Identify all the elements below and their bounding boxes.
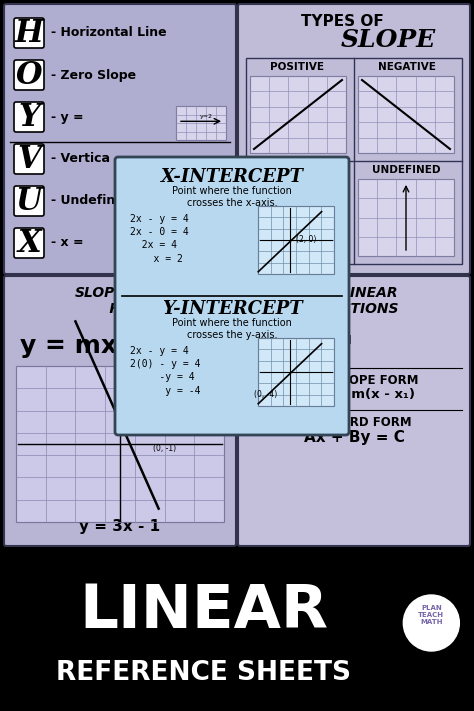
- Text: U: U: [16, 186, 42, 217]
- Text: X-INTERCEPT: X-INTERCEPT: [161, 168, 303, 186]
- FancyBboxPatch shape: [14, 60, 44, 90]
- Text: y=2: y=2: [200, 114, 212, 119]
- Bar: [358, 179, 454, 256]
- Text: = mx + b: = mx + b: [250, 348, 321, 362]
- Bar: [246, 58, 462, 264]
- Bar: [258, 206, 334, 274]
- Text: POSITIVE: POSITIVE: [270, 62, 324, 72]
- Text: LINEAR: LINEAR: [79, 582, 328, 641]
- Text: (0, -4): (0, -4): [255, 390, 278, 399]
- Text: NEGATIVE: NEGATIVE: [377, 62, 436, 72]
- Bar: [0, 551, 474, 711]
- Text: O: O: [16, 60, 42, 90]
- Text: y = mx: y = mx: [20, 334, 117, 358]
- Bar: [258, 338, 334, 406]
- Circle shape: [403, 595, 459, 651]
- Text: REFERENCE SHEETS: REFERENCE SHEETS: [56, 660, 351, 685]
- Text: TYPES OF: TYPES OF: [301, 14, 384, 29]
- Bar: [250, 76, 346, 153]
- Text: 1: 1: [144, 429, 149, 438]
- Text: H: H: [15, 18, 44, 48]
- Text: Point where the function
crosses the x-axis.: Point where the function crosses the x-a…: [172, 186, 292, 208]
- Text: - Horizontal Line: - Horizontal Line: [51, 26, 167, 40]
- Bar: [16, 366, 224, 522]
- Text: 3: 3: [125, 370, 130, 379]
- Text: (0, -1): (0, -1): [153, 444, 176, 453]
- Text: POINT-SLOPE FORM: POINT-SLOPE FORM: [289, 374, 419, 387]
- Text: 2x - y = 4
2x - 0 = 4
  2x = 4
    x = 2: 2x - y = 4 2x - 0 = 4 2x = 4 x = 2: [130, 214, 189, 264]
- Bar: [358, 76, 454, 153]
- Text: Y: Y: [18, 102, 40, 132]
- Text: PLAN
TEACH
MATH: PLAN TEACH MATH: [419, 605, 444, 625]
- FancyBboxPatch shape: [14, 144, 44, 174]
- Text: Ax + By = C: Ax + By = C: [303, 430, 404, 445]
- Text: - y =: - y =: [51, 110, 83, 124]
- Text: (2, 0): (2, 0): [296, 235, 317, 244]
- FancyBboxPatch shape: [14, 186, 44, 216]
- Text: X: X: [17, 228, 41, 259]
- Text: STANDARD FORM: STANDARD FORM: [296, 416, 412, 429]
- Text: OF  LINEAR
FUNCTIONS: OF LINEAR FUNCTIONS: [309, 286, 399, 316]
- FancyBboxPatch shape: [238, 276, 470, 546]
- FancyBboxPatch shape: [4, 4, 236, 274]
- Text: - x =: - x =: [51, 237, 83, 250]
- FancyBboxPatch shape: [238, 4, 470, 274]
- Text: SLOPE: SLOPE: [341, 28, 436, 52]
- Text: 2x - y = 4
2(0) - y = 4
     -y = 4
      y = -4: 2x - y = 4 2(0) - y = 4 -y = 4 y = -4: [130, 346, 201, 395]
- FancyBboxPatch shape: [14, 102, 44, 132]
- Text: V: V: [17, 144, 41, 174]
- Text: UNDEFINED: UNDEFINED: [372, 165, 441, 175]
- Text: Point where the function
crosses the y-axis.: Point where the function crosses the y-a…: [172, 318, 292, 341]
- Text: - Vertica: - Vertica: [51, 152, 110, 166]
- Text: Y-INTERCEPT: Y-INTERCEPT: [162, 300, 302, 318]
- Text: SLOPE-INTE
     FORM: SLOPE-INTE FORM: [74, 286, 165, 316]
- Bar: [250, 179, 346, 256]
- Text: TERCEPT FORM: TERCEPT FORM: [250, 334, 352, 347]
- FancyBboxPatch shape: [4, 276, 236, 546]
- Text: y - y₁ = m(x - x₁): y - y₁ = m(x - x₁): [293, 388, 415, 401]
- Text: - Undefine: - Undefine: [51, 195, 124, 208]
- Text: y = 3x - 1: y = 3x - 1: [80, 519, 161, 534]
- Bar: [176, 106, 226, 140]
- FancyBboxPatch shape: [14, 228, 44, 258]
- FancyBboxPatch shape: [115, 157, 349, 435]
- FancyBboxPatch shape: [14, 18, 44, 48]
- Text: - Zero Slope: - Zero Slope: [51, 68, 136, 82]
